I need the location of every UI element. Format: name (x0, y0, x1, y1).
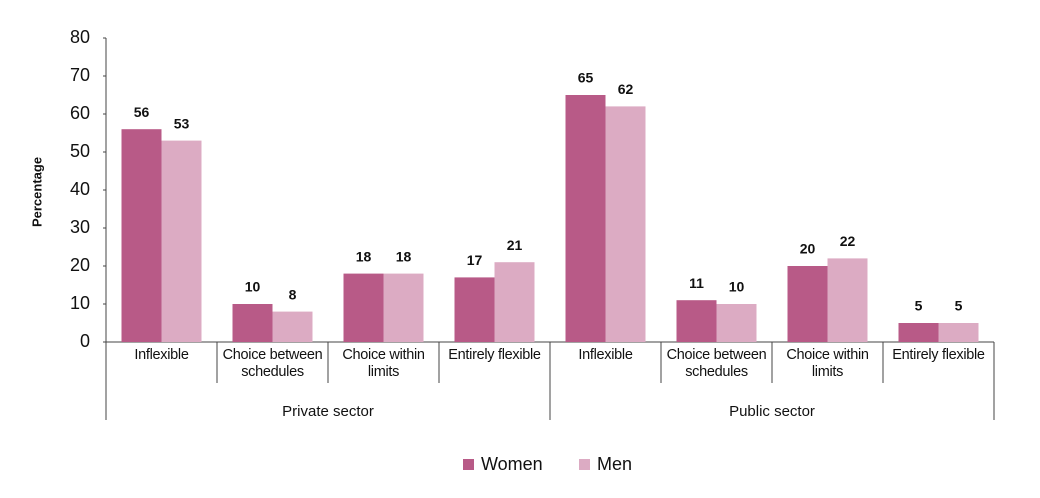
bar (343, 273, 384, 342)
data-label: 20 (800, 241, 816, 257)
y-tick-label: 20 (70, 255, 90, 275)
data-label: 22 (840, 233, 856, 249)
bar (454, 277, 495, 342)
y-tick-label: 70 (70, 65, 90, 85)
y-tick-label: 80 (70, 27, 90, 47)
data-label: 18 (356, 248, 372, 264)
data-label: 8 (289, 286, 297, 302)
y-tick-label: 50 (70, 141, 90, 161)
data-label: 53 (174, 115, 190, 131)
y-tick-label: 60 (70, 103, 90, 123)
data-label: 11 (689, 275, 704, 291)
data-label: 5 (915, 298, 923, 314)
data-label: 56 (134, 104, 150, 120)
data-label: 65 (578, 70, 594, 86)
y-tick-label: 40 (70, 179, 90, 199)
group-label: Public sector (729, 403, 815, 420)
bar (787, 266, 828, 342)
legend-swatch (579, 459, 590, 470)
bar (565, 95, 606, 342)
bar (676, 300, 717, 342)
data-label: 17 (467, 252, 483, 268)
bar (121, 129, 162, 342)
x-tick-label: Inflexible (134, 347, 189, 363)
bar (716, 304, 757, 342)
bar (938, 323, 979, 342)
bar (494, 262, 535, 342)
x-tick-label: Inflexible (578, 347, 633, 363)
bar (161, 140, 202, 342)
x-tick-label: Choice between schedules (666, 347, 767, 380)
bar (272, 311, 313, 342)
data-label: 21 (507, 237, 523, 253)
x-tick-label: Choice between schedules (222, 347, 323, 380)
y-tick-label: 10 (70, 293, 90, 313)
bar (827, 258, 868, 342)
data-label: 18 (396, 248, 412, 264)
legend-swatch (463, 459, 474, 470)
data-label: 10 (245, 279, 261, 295)
x-tick-label: Choice within limits (342, 347, 425, 380)
bar (383, 273, 424, 342)
data-label: 62 (618, 81, 634, 97)
bar (232, 304, 273, 342)
bar (605, 106, 646, 343)
group-label: Private sector (282, 403, 374, 420)
y-axis-label: Percentage (29, 157, 44, 227)
legend-label: Women (481, 454, 543, 474)
x-tick-label: Entirely flexible (892, 347, 985, 363)
x-tick-label: Entirely flexible (448, 347, 541, 363)
bar (898, 323, 939, 342)
y-tick-label: 30 (70, 217, 90, 237)
data-label: 10 (729, 279, 745, 295)
x-tick-label: Choice within limits (786, 347, 869, 380)
data-label: 5 (955, 298, 963, 314)
y-tick-label: 0 (80, 331, 90, 351)
legend-label: Men (597, 454, 632, 474)
